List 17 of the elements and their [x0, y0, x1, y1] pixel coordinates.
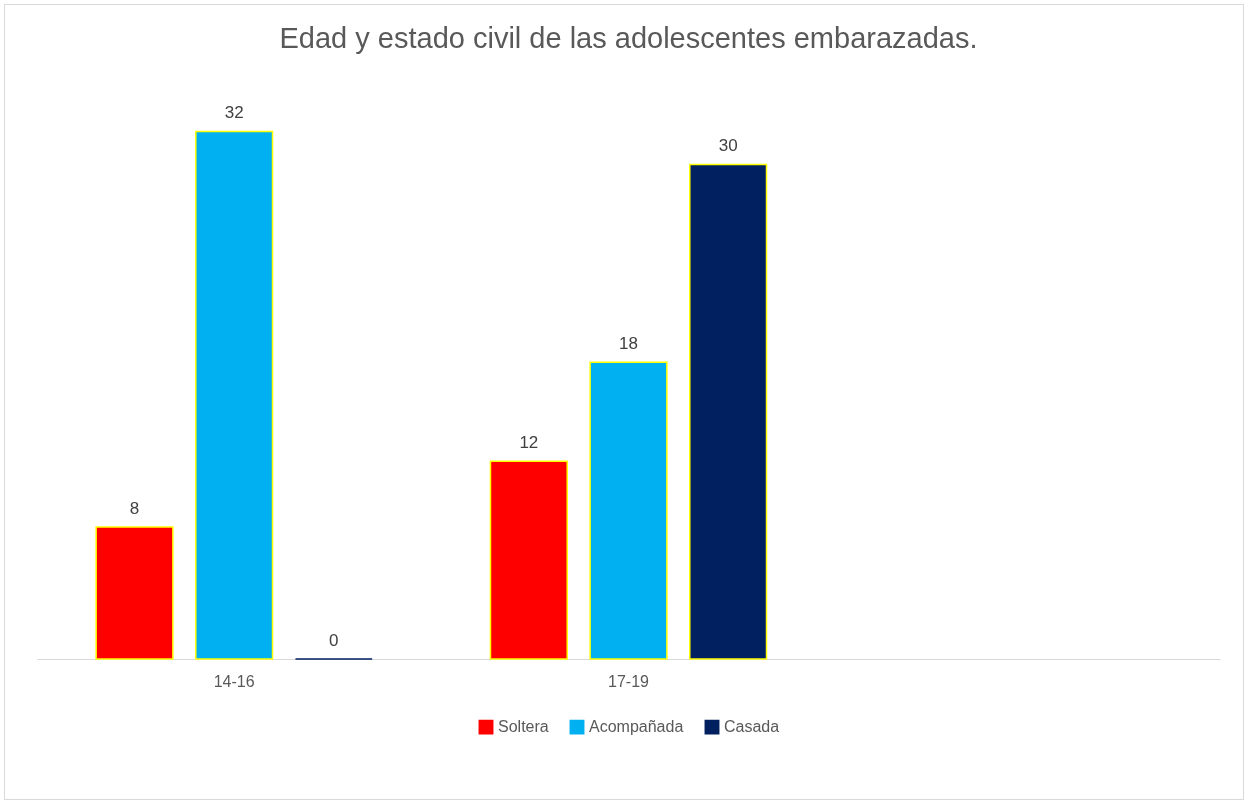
chart-title: Edad y estado civil de las adolescentes embarazadas. — [279, 22, 978, 54]
data-label: 0 — [329, 631, 339, 650]
data-label: 18 — [619, 334, 638, 354]
data-label: 32 — [224, 103, 244, 123]
data-label: 8 — [129, 499, 140, 519]
x-tick-label: 17-19 — [608, 672, 650, 690]
legend-label: Acompañada — [589, 718, 684, 736]
bar — [689, 163, 768, 660]
x-tick-label: 14-16 — [213, 672, 255, 690]
legend-label: Soltera — [498, 718, 549, 736]
bar — [489, 460, 568, 660]
bar — [589, 361, 668, 660]
bar — [95, 526, 174, 660]
bar — [195, 130, 274, 660]
data-label: 30 — [718, 136, 738, 156]
legend-label: Casada — [724, 718, 780, 736]
data-label: 12 — [519, 433, 539, 453]
